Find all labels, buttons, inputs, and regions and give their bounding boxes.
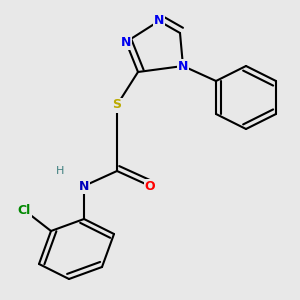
Text: N: N xyxy=(154,14,164,28)
Text: S: S xyxy=(112,98,122,112)
Text: O: O xyxy=(145,179,155,193)
Text: Cl: Cl xyxy=(17,203,31,217)
Text: N: N xyxy=(178,59,188,73)
Text: N: N xyxy=(121,35,131,49)
Text: N: N xyxy=(79,179,89,193)
Text: H: H xyxy=(56,166,64,176)
